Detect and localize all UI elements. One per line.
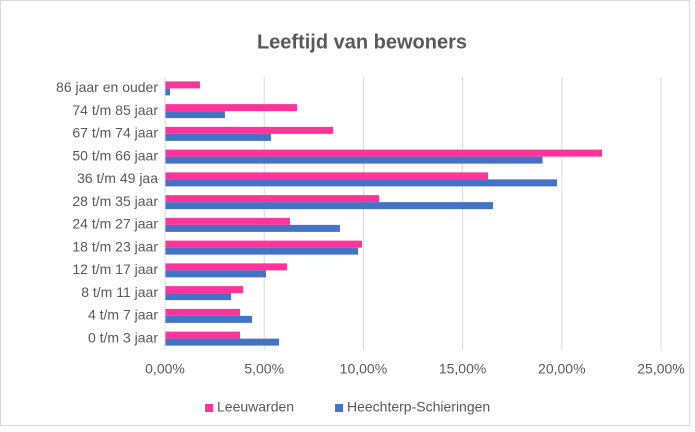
chart-frame: [0, 0, 690, 426]
bar: [165, 217, 290, 225]
bar: [165, 286, 243, 294]
y-tick-label: 24 t/m 27 jaar: [72, 216, 158, 232]
y-tick-label: 50 t/m 66 jaar: [72, 147, 158, 163]
bar: [165, 293, 232, 301]
y-tick-label: 28 t/m 35 jaar: [72, 193, 158, 209]
bar: [165, 126, 334, 134]
bar: [165, 149, 603, 157]
legend-swatch: [335, 404, 343, 412]
y-tick-label: 0 t/m 3 jaar: [88, 329, 158, 345]
chart-title: Leeftijd van bewoners: [257, 31, 467, 53]
bar: [165, 172, 488, 180]
y-tick-label: 74 t/m 85 jaar: [72, 102, 158, 118]
bar: [165, 315, 253, 323]
bar: [165, 263, 288, 271]
bar: [165, 270, 266, 278]
x-tick-label: 5,00%: [244, 361, 284, 377]
legend-label: Leeuwarden: [217, 399, 294, 415]
bar: [165, 202, 493, 210]
bar: [165, 111, 225, 119]
bar: [165, 133, 271, 141]
bar: [165, 338, 280, 346]
bar: [165, 224, 340, 232]
legend-label: Heechterp-Schieringen: [347, 399, 490, 415]
x-tick-label: 0,00%: [145, 361, 185, 377]
bar: [165, 81, 200, 89]
x-tick-label: 10,00%: [340, 361, 387, 377]
bar: [165, 331, 240, 339]
legend-swatch: [205, 404, 213, 412]
y-tick-label: 67 t/m 74 jaar: [72, 125, 158, 141]
bar: [165, 308, 240, 316]
bar: [165, 88, 170, 96]
y-tick-label: 8 t/m 11 jaar: [81, 284, 158, 300]
y-tick-label: 4 t/m 7 jaar: [88, 307, 158, 323]
x-tick-label: 20,00%: [538, 361, 585, 377]
y-tick-label: 18 t/m 23 jaar: [72, 238, 158, 254]
bar: [165, 179, 558, 187]
y-tick-label: 36 t/m 49 jaa: [77, 170, 158, 186]
bar: [165, 247, 359, 255]
bar: [165, 240, 363, 248]
y-tick-label: 86 jaar en ouder: [56, 79, 158, 95]
bar: [165, 104, 297, 112]
x-tick-label: 25,00%: [637, 361, 684, 377]
bar: [165, 195, 380, 203]
bar: [165, 156, 543, 164]
x-tick-label: 15,00%: [439, 361, 486, 377]
y-tick-label: 12 t/m 17 jaar: [72, 261, 158, 277]
